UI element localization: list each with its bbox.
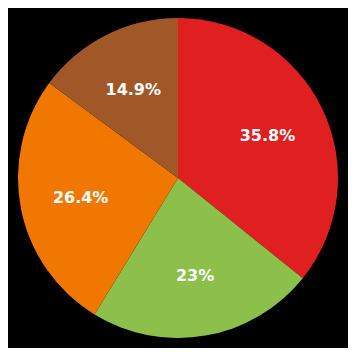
svg-text:35.8%: 35.8% [240,126,296,145]
svg-text:14.9%: 14.9% [106,80,162,99]
svg-text:23%: 23% [176,266,214,285]
svg-text:26.4%: 26.4% [53,188,109,207]
